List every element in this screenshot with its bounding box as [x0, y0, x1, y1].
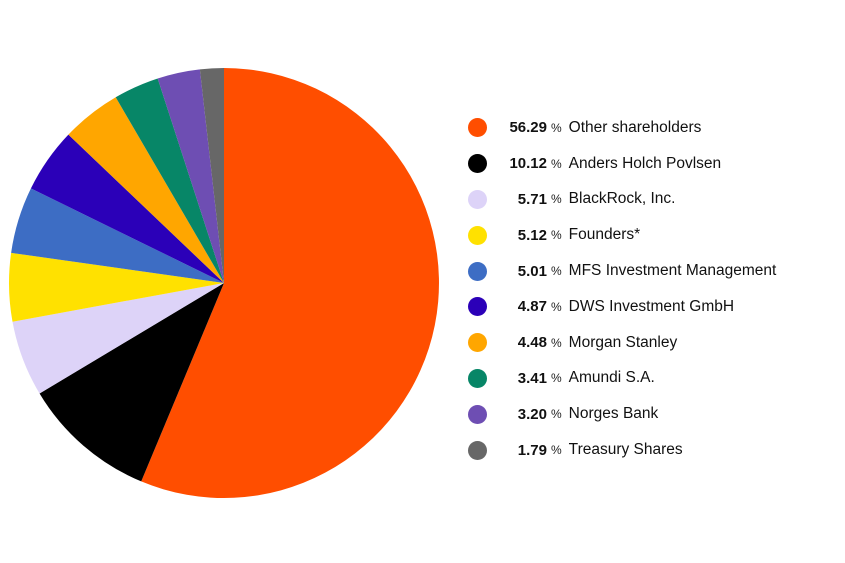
- legend-item-other-shareholders: 56.29% Other shareholders: [468, 110, 828, 146]
- legend-unit: %: [551, 120, 562, 135]
- legend-item-amundi-s-a: 3.41% Amundi S.A.: [468, 361, 828, 397]
- pie-slice-dws-investment-gmbh: [30, 134, 225, 283]
- legend-label: Morgan Stanley: [568, 333, 678, 351]
- legend-label: BlackRock, Inc.: [568, 190, 676, 208]
- legend-value: 1.79: [517, 441, 547, 459]
- pie-slice-anders-holch-povlsen: [39, 283, 225, 482]
- pie-slice-morgan-stanley: [68, 97, 224, 283]
- legend-unit: %: [551, 156, 562, 171]
- legend-unit: %: [551, 407, 562, 422]
- pie-slice-mfs-investment-management: [11, 188, 224, 283]
- legend-unit: %: [551, 335, 562, 350]
- legend-item-morgan-stanley: 4.48% Morgan Stanley: [468, 325, 828, 361]
- pie-slice-blackrock-inc: [12, 283, 225, 394]
- legend-value: 5.12: [517, 226, 547, 244]
- pie-slice-amundi-s-a: [115, 78, 224, 283]
- legend-value: 4.48: [517, 334, 547, 352]
- legend-item-mfs-investment-management: 5.01% MFS Investment Management: [468, 253, 828, 289]
- pie-slice-treasury-shares: [199, 68, 224, 283]
- legend-item-blackrock-inc: 5.71% BlackRock, Inc.: [468, 182, 828, 218]
- legend-value: 3.41: [517, 369, 547, 387]
- legend-value: 4.87: [517, 298, 547, 316]
- legend-item-norges-bank: 3.20% Norges Bank: [468, 396, 828, 432]
- legend-swatch: [468, 404, 487, 424]
- legend-label: Amundi S.A.: [568, 369, 655, 387]
- legend-unit: %: [551, 264, 562, 279]
- legend-label: MFS Investment Management: [568, 262, 777, 280]
- legend-swatch: [468, 118, 487, 138]
- legend-unit: %: [551, 299, 562, 314]
- pie-slice-other-shareholders: [141, 68, 439, 498]
- legend-swatch: [468, 154, 487, 174]
- legend-item-dws-investment-gmbh: 4.87% DWS Investment GmbH: [468, 289, 828, 325]
- legend-value: 3.20: [517, 405, 547, 423]
- legend-value: 10.12: [509, 155, 547, 173]
- legend-label: Treasury Shares: [568, 441, 683, 459]
- legend-swatch: [468, 440, 487, 460]
- legend-unit: %: [551, 443, 562, 458]
- legend-swatch: [468, 368, 487, 388]
- legend-item-anders-holch-povlsen: 10.12% Anders Holch Povlsen: [468, 146, 828, 182]
- legend-label: Anders Holch Povlsen: [568, 154, 722, 172]
- legend-value: 5.71: [517, 190, 547, 208]
- legend-swatch: [468, 297, 487, 317]
- legend-label: DWS Investment GmbH: [568, 297, 735, 315]
- legend-item-treasury-shares: 1.79% Treasury Shares: [468, 432, 828, 468]
- legend-unit: %: [551, 192, 562, 207]
- legend-swatch: [468, 225, 487, 245]
- chart-legend: 56.29% Other shareholders 10.12% Anders Hol…: [468, 110, 828, 468]
- pie-slice-norges-bank: [157, 69, 224, 283]
- legend-unit: %: [551, 228, 562, 243]
- pie-slice-founders: [9, 252, 224, 322]
- legend-item-founders: 5.12% Founders*: [468, 217, 828, 253]
- legend-swatch: [468, 189, 487, 209]
- legend-label: Founders*: [568, 226, 641, 244]
- legend-swatch: [468, 333, 487, 353]
- legend-value: 5.01: [517, 262, 547, 280]
- legend-swatch: [468, 261, 487, 281]
- legend-label: Other shareholders: [568, 118, 702, 136]
- legend-value: 56.29: [509, 119, 547, 137]
- legend-unit: %: [551, 371, 562, 386]
- legend-label: Norges Bank: [568, 405, 659, 423]
